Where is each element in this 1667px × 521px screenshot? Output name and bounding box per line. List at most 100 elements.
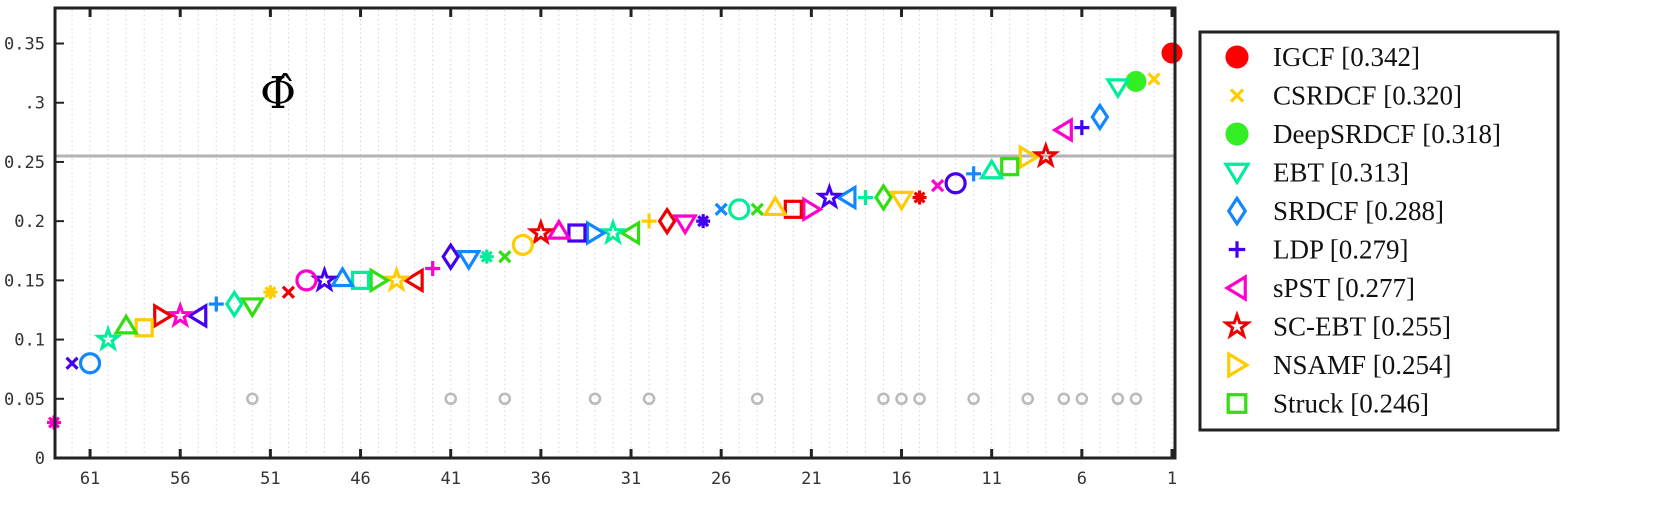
y-tick-label: 0.35: [4, 35, 45, 55]
x-tick-label: 31: [621, 469, 641, 489]
legend-label: SC-EBT [0.255]: [1273, 312, 1451, 342]
data-point: [479, 249, 494, 264]
x-axis-tick-labels: 61 56 51 46 41 36 31 26 21 16 11 6 1: [80, 469, 1177, 489]
legend-marker: [1226, 393, 1248, 414]
data-point: [1125, 70, 1147, 92]
legend-entry: CSRDCF [0.320]: [1229, 81, 1462, 111]
legend-label: SRDCF [0.288]: [1273, 196, 1444, 226]
x-tick-label: 41: [440, 469, 460, 489]
data-point: [696, 214, 711, 229]
y-tick-label: 0.25: [4, 153, 45, 173]
data-point: [857, 189, 873, 205]
data-point: [1051, 117, 1073, 143]
data-point: [239, 297, 266, 319]
data-point: [1147, 72, 1161, 86]
data-point: [498, 250, 512, 264]
secondary-marker: [642, 392, 656, 406]
y-tick-label: .3: [25, 94, 45, 114]
data-point: [728, 198, 751, 221]
data-point: [369, 267, 391, 294]
data-point: [672, 214, 698, 236]
data-point: [567, 223, 587, 243]
data-point: [912, 190, 927, 205]
phi-hat-annotation: Φ̂: [260, 68, 296, 119]
secondary-marker: [444, 392, 458, 406]
y-tick-label: 0.1: [14, 331, 45, 351]
legend-marker: [1225, 45, 1249, 69]
legend-items: IGCF [0.342] CSRDCF [0.320] DeepSRDCF [0.3…: [1221, 42, 1501, 419]
legend-label: DeepSRDCF [0.318]: [1273, 119, 1501, 149]
legend-entry: LDP [0.279]: [1228, 235, 1409, 265]
legend-label: CSRDCF [0.320]: [1273, 81, 1462, 111]
data-point: [113, 313, 139, 335]
data-point: [511, 233, 534, 256]
legend-marker: [1229, 88, 1245, 103]
legend-marker: [1221, 310, 1253, 340]
x-tick-label: 16: [891, 469, 911, 489]
secondary-marker: [1057, 392, 1071, 406]
secondary-marker: [1111, 392, 1125, 406]
data-point: [1090, 102, 1110, 132]
data-point: [441, 242, 461, 272]
legend-marker: [1227, 351, 1250, 379]
legend-marker: [1225, 122, 1249, 146]
data-point: [153, 303, 175, 329]
data-point: [546, 218, 572, 240]
data-points: [47, 42, 1183, 430]
data-point: [455, 249, 482, 272]
legend-entry: SC-EBT [0.255]: [1221, 310, 1451, 342]
vertical-gridlines: [53, 10, 1173, 456]
x-tick-label: 6: [1077, 469, 1087, 489]
legend-label: EBT [0.313]: [1273, 158, 1409, 188]
data-point: [835, 184, 857, 211]
legend-entry: SRDCF [0.288]: [1226, 195, 1444, 227]
legend-marker: [1228, 241, 1246, 258]
legend-marker: [1226, 195, 1248, 227]
x-tick-label: 51: [260, 469, 280, 489]
x-tick-label: 46: [350, 469, 370, 489]
y-tick-label: 0.15: [4, 271, 45, 291]
data-point: [224, 289, 244, 319]
secondary-markers: [246, 392, 1143, 406]
data-point: [134, 318, 154, 338]
legend-label: Struck [0.246]: [1273, 389, 1429, 419]
data-point: [1018, 144, 1040, 171]
data-point: [165, 300, 195, 329]
x-tick-label: 21: [801, 469, 821, 489]
data-point: [263, 285, 278, 300]
legend-entry: DeepSRDCF [0.318]: [1225, 119, 1501, 149]
legend-marker: [1223, 162, 1251, 186]
legend-entry: sPST [0.277]: [1224, 273, 1415, 303]
data-point: [802, 196, 824, 223]
x-tick-label: 56: [170, 469, 190, 489]
secondary-marker: [877, 392, 890, 406]
data-point: [750, 202, 764, 216]
data-point: [714, 202, 728, 216]
data-point: [329, 265, 356, 288]
x-tick-label: 61: [80, 469, 100, 489]
secondary-marker: [967, 392, 980, 406]
secondary-marker: [1075, 392, 1089, 406]
legend-label: IGCF [0.342]: [1273, 42, 1420, 72]
data-point: [402, 267, 424, 294]
data-point: [598, 217, 628, 246]
secondary-marker: [246, 392, 259, 406]
data-point: [874, 183, 893, 212]
legend: IGCF [0.342] CSRDCF [0.320] DeepSRDCF [0.3…: [1198, 30, 1560, 432]
data-point: [78, 352, 102, 375]
data-point: [930, 179, 945, 193]
data-point: [186, 303, 208, 329]
secondary-marker: [750, 392, 764, 406]
y-tick-label: 0.2: [14, 212, 45, 232]
data-point: [966, 166, 982, 182]
legend-entry: EBT [0.313]: [1223, 158, 1409, 188]
secondary-marker: [1129, 392, 1143, 406]
data-point: [526, 217, 556, 246]
secondary-marker: [588, 392, 602, 406]
axis-ticks: [55, 8, 1174, 459]
data-point: [978, 158, 1005, 180]
data-point: [641, 213, 657, 229]
data-point: [1000, 157, 1020, 177]
plot-area-frame: [53, 6, 1177, 460]
